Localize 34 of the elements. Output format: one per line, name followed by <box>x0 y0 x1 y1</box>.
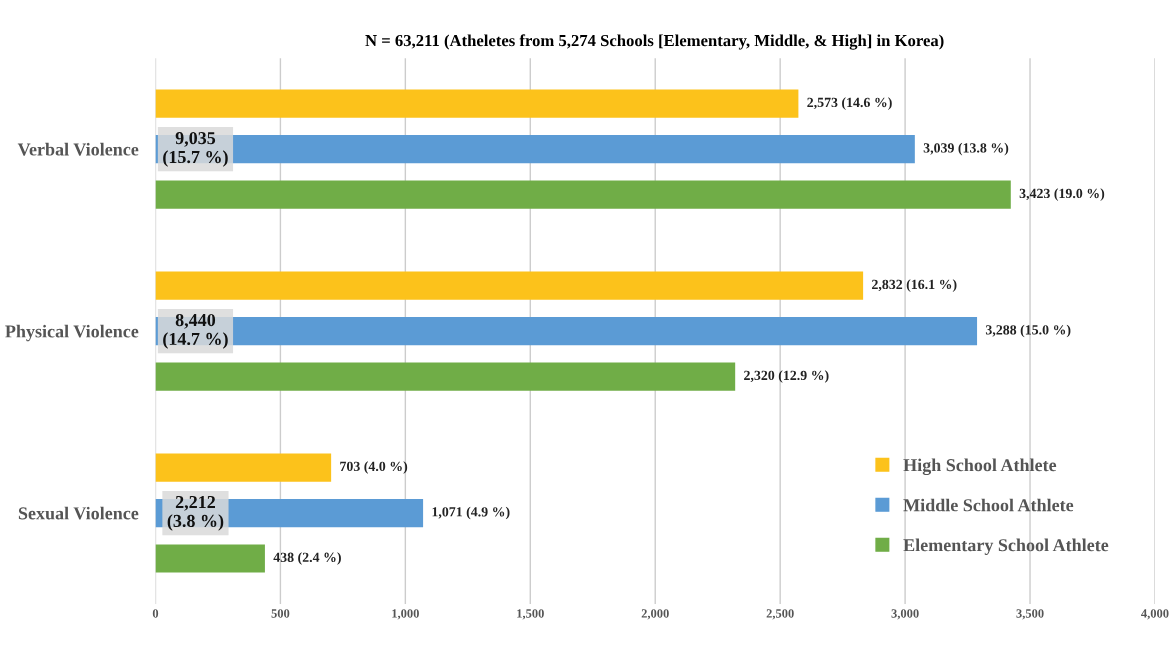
bar <box>155 362 736 391</box>
data-label: 2,320 (12.9 %) <box>744 370 829 383</box>
x-tick-label: 3,500 <box>1016 609 1044 620</box>
legend-label: Elementary School Athlete <box>903 538 1109 556</box>
x-tick-label: 3,000 <box>891 609 919 620</box>
bar <box>155 453 332 482</box>
bar <box>155 544 265 573</box>
bar <box>155 271 864 300</box>
legend-label: Middle School Athlete <box>903 498 1074 512</box>
x-tick-label: 2,500 <box>766 609 794 620</box>
annotation: 8,440 (14.7 %) <box>163 313 228 349</box>
data-label: 3,288 (15.0 %) <box>985 324 1071 338</box>
annotation: 2,212 (3.8 %) <box>167 495 224 531</box>
data-label: 438 (2.4 %) <box>273 552 341 565</box>
chart-title: N = 63,211 (Atheletes from 5,274 Schools [Elementary, Middle, & High] in Korea) <box>365 34 944 50</box>
x-tick-label: 0 <box>152 609 159 618</box>
x-tick-label: 1,000 <box>392 609 419 620</box>
data-label: 3,039 (13.8 %) <box>923 142 1009 156</box>
data-label: 2,573 (14.6 %) <box>807 97 892 110</box>
x-tick-label: 1,500 <box>517 609 544 620</box>
data-label: 2,832 (16.1 %) <box>872 279 957 292</box>
x-tick-label: 4,000 <box>1141 609 1169 620</box>
y-tick-label: Physical Violence <box>5 324 139 342</box>
legend-label: High School Athlete <box>903 458 1057 476</box>
data-label: 3,423 (19.0 %) <box>1019 188 1105 201</box>
y-tick-label: Sexual Violence <box>18 506 139 520</box>
x-tick-label: 500 <box>271 609 290 618</box>
y-tick-label: Verbal Violence <box>17 142 139 156</box>
x-tick-label: 2,000 <box>641 609 669 620</box>
data-label: 703 (4.0 %) <box>340 461 408 474</box>
bar <box>155 89 799 118</box>
annotation: 9,035 (15.7 %) <box>163 132 228 167</box>
bar <box>155 180 1011 209</box>
data-label: 1,071 (4.9 %) <box>432 506 510 520</box>
